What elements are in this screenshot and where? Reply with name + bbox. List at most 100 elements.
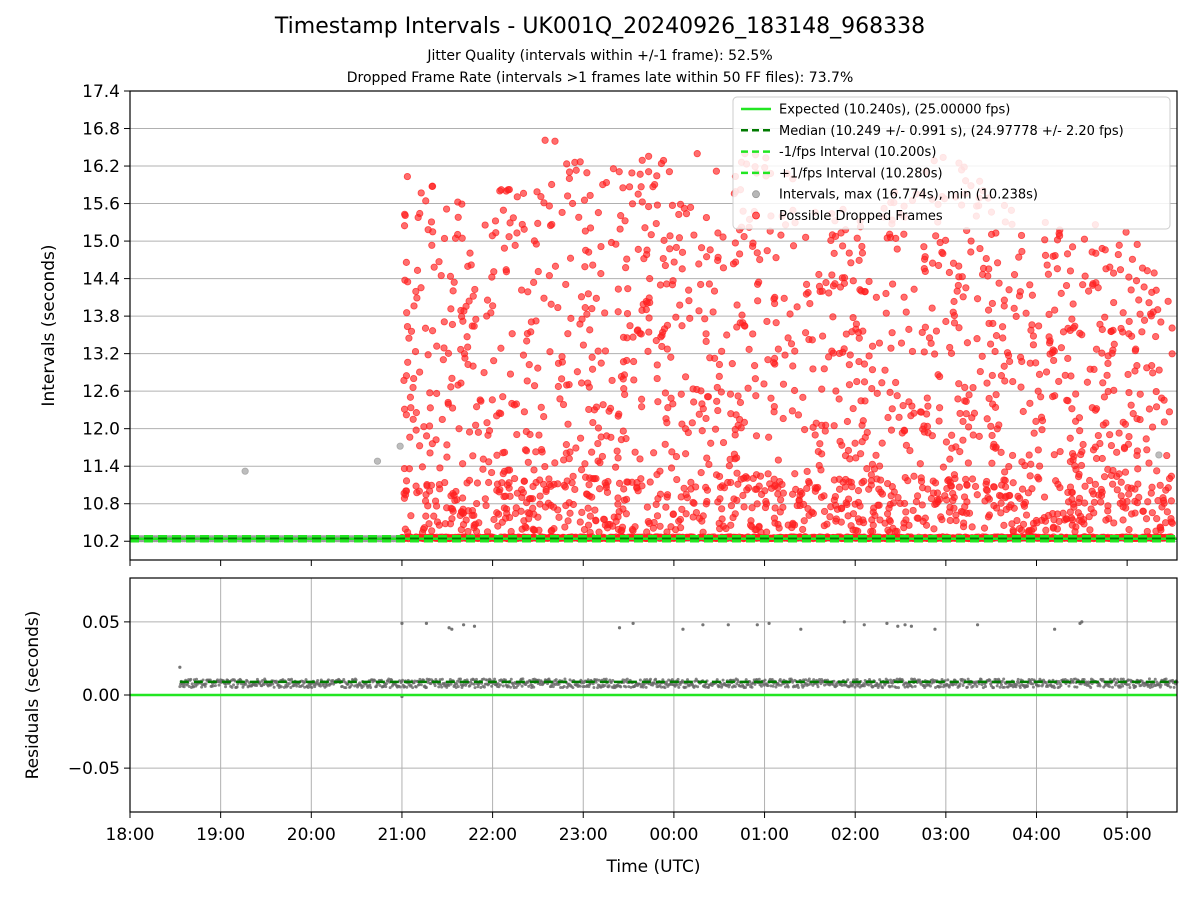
dropped-frame-point — [971, 482, 980, 491]
residual-point — [378, 684, 382, 688]
residual-point — [835, 684, 839, 688]
residual-point — [1075, 685, 1079, 689]
dropped-frame-point — [1113, 486, 1121, 494]
dropped-frame-point — [860, 519, 868, 527]
chart-title: Timestamp Intervals - UK001Q_20240926_18… — [274, 14, 926, 39]
dropped-frame-point — [667, 464, 676, 472]
residual-point — [279, 685, 283, 689]
dropped-frame-point — [473, 499, 481, 508]
dropped-frame-point — [953, 287, 961, 295]
dropped-frame-point — [455, 425, 463, 433]
dropped-frame-point — [525, 361, 533, 369]
dropped-frame-point — [847, 478, 855, 486]
dropped-frame-point — [1125, 526, 1133, 534]
dropped-frame-point — [596, 459, 604, 467]
dropped-frame-point — [1078, 518, 1086, 526]
dropped-frame-point — [809, 509, 817, 518]
residual-point — [980, 683, 984, 687]
dropped-frame-point — [649, 183, 657, 191]
dropped-frame-point — [575, 213, 583, 221]
dropped-frame-point — [402, 477, 411, 485]
legend-box — [732, 96, 1171, 230]
dropped-frame-point — [401, 491, 410, 499]
dropped-frame-point — [554, 303, 562, 312]
dropped-frame-point — [634, 487, 642, 495]
residual-point — [358, 681, 362, 685]
dropped-frame-point — [1167, 514, 1175, 523]
dropped-frame-point — [617, 436, 625, 444]
dropped-frame-point — [800, 517, 808, 525]
dropped-frame-point — [816, 440, 824, 448]
dropped-frame-point — [946, 455, 954, 463]
residual-point — [1000, 679, 1004, 683]
dropped-frame-point — [824, 353, 833, 361]
dropped-frame-point — [954, 395, 962, 403]
dropped-frame-point — [636, 455, 644, 463]
residual-point — [319, 684, 323, 688]
dropped-frame-point — [463, 479, 471, 487]
dropped-frame-point — [1086, 476, 1094, 485]
dropped-frame-point — [875, 339, 884, 347]
dropped-frame-point — [1063, 250, 1072, 258]
residual-point — [1053, 627, 1057, 631]
dropped-frame-point — [779, 503, 787, 511]
dropped-frame-point — [1149, 308, 1157, 316]
dropped-frame-point — [647, 231, 655, 239]
dropped-frame-point — [594, 347, 602, 355]
dropped-frame-point — [867, 477, 876, 485]
residual-point — [385, 682, 389, 686]
residual-point — [644, 685, 648, 689]
residual-point — [373, 679, 377, 683]
residual-point — [204, 682, 208, 686]
dropped-frame-point — [734, 480, 742, 488]
dropped-frame-point — [1072, 466, 1080, 474]
dropped-frame-point — [1055, 377, 1063, 386]
dropped-frame-point — [1124, 440, 1133, 448]
dropped-frame-point — [748, 523, 756, 531]
dropped-frame-point — [442, 205, 451, 213]
dropped-frame-point — [577, 379, 586, 387]
dropped-frame-point — [689, 498, 697, 507]
dropped-frame-point — [829, 349, 837, 357]
intervals-ytick-label: 16.2 — [82, 157, 120, 177]
dropped-frame-point — [656, 467, 664, 475]
dropped-frame-point — [1005, 286, 1013, 294]
residual-point — [583, 684, 587, 688]
dropped-frame-point — [567, 314, 575, 322]
residual-point — [213, 684, 217, 688]
dropped-frame-point — [663, 321, 672, 329]
dropped-frame-point — [791, 470, 799, 478]
dropped-frame-point — [837, 229, 845, 237]
residual-point — [521, 677, 525, 681]
residual-point — [346, 682, 350, 686]
residual-point — [971, 684, 975, 688]
dropped-frame-point — [448, 505, 457, 513]
residual-point — [744, 678, 748, 682]
dropped-frame-point — [1068, 315, 1076, 323]
residual-point — [909, 624, 913, 628]
dropped-frame-point — [400, 376, 408, 385]
dropped-frame-point — [569, 472, 577, 480]
dropped-frame-point — [1165, 474, 1174, 483]
residual-point — [728, 683, 732, 687]
residual-point — [235, 685, 239, 689]
dropped-frame-point — [1083, 378, 1092, 386]
dropped-frame-point — [662, 503, 670, 511]
dropped-frame-point — [601, 309, 609, 317]
dropped-frame-point — [1085, 287, 1093, 295]
dropped-frame-point — [449, 287, 457, 295]
dropped-frame-point — [1131, 485, 1139, 493]
dropped-frame-point — [537, 445, 546, 454]
residual-point — [995, 684, 999, 688]
residual-point — [1018, 686, 1022, 690]
dropped-frame-point — [1133, 447, 1142, 455]
residual-point — [456, 685, 460, 689]
dropped-frame-point — [874, 501, 882, 509]
residual-point — [1134, 684, 1138, 688]
dropped-frame-point — [513, 430, 521, 439]
dropped-frame-point — [939, 249, 947, 258]
dropped-frame-point — [561, 523, 569, 531]
dropped-frame-point — [611, 463, 620, 471]
dropped-frame-point — [614, 308, 622, 316]
